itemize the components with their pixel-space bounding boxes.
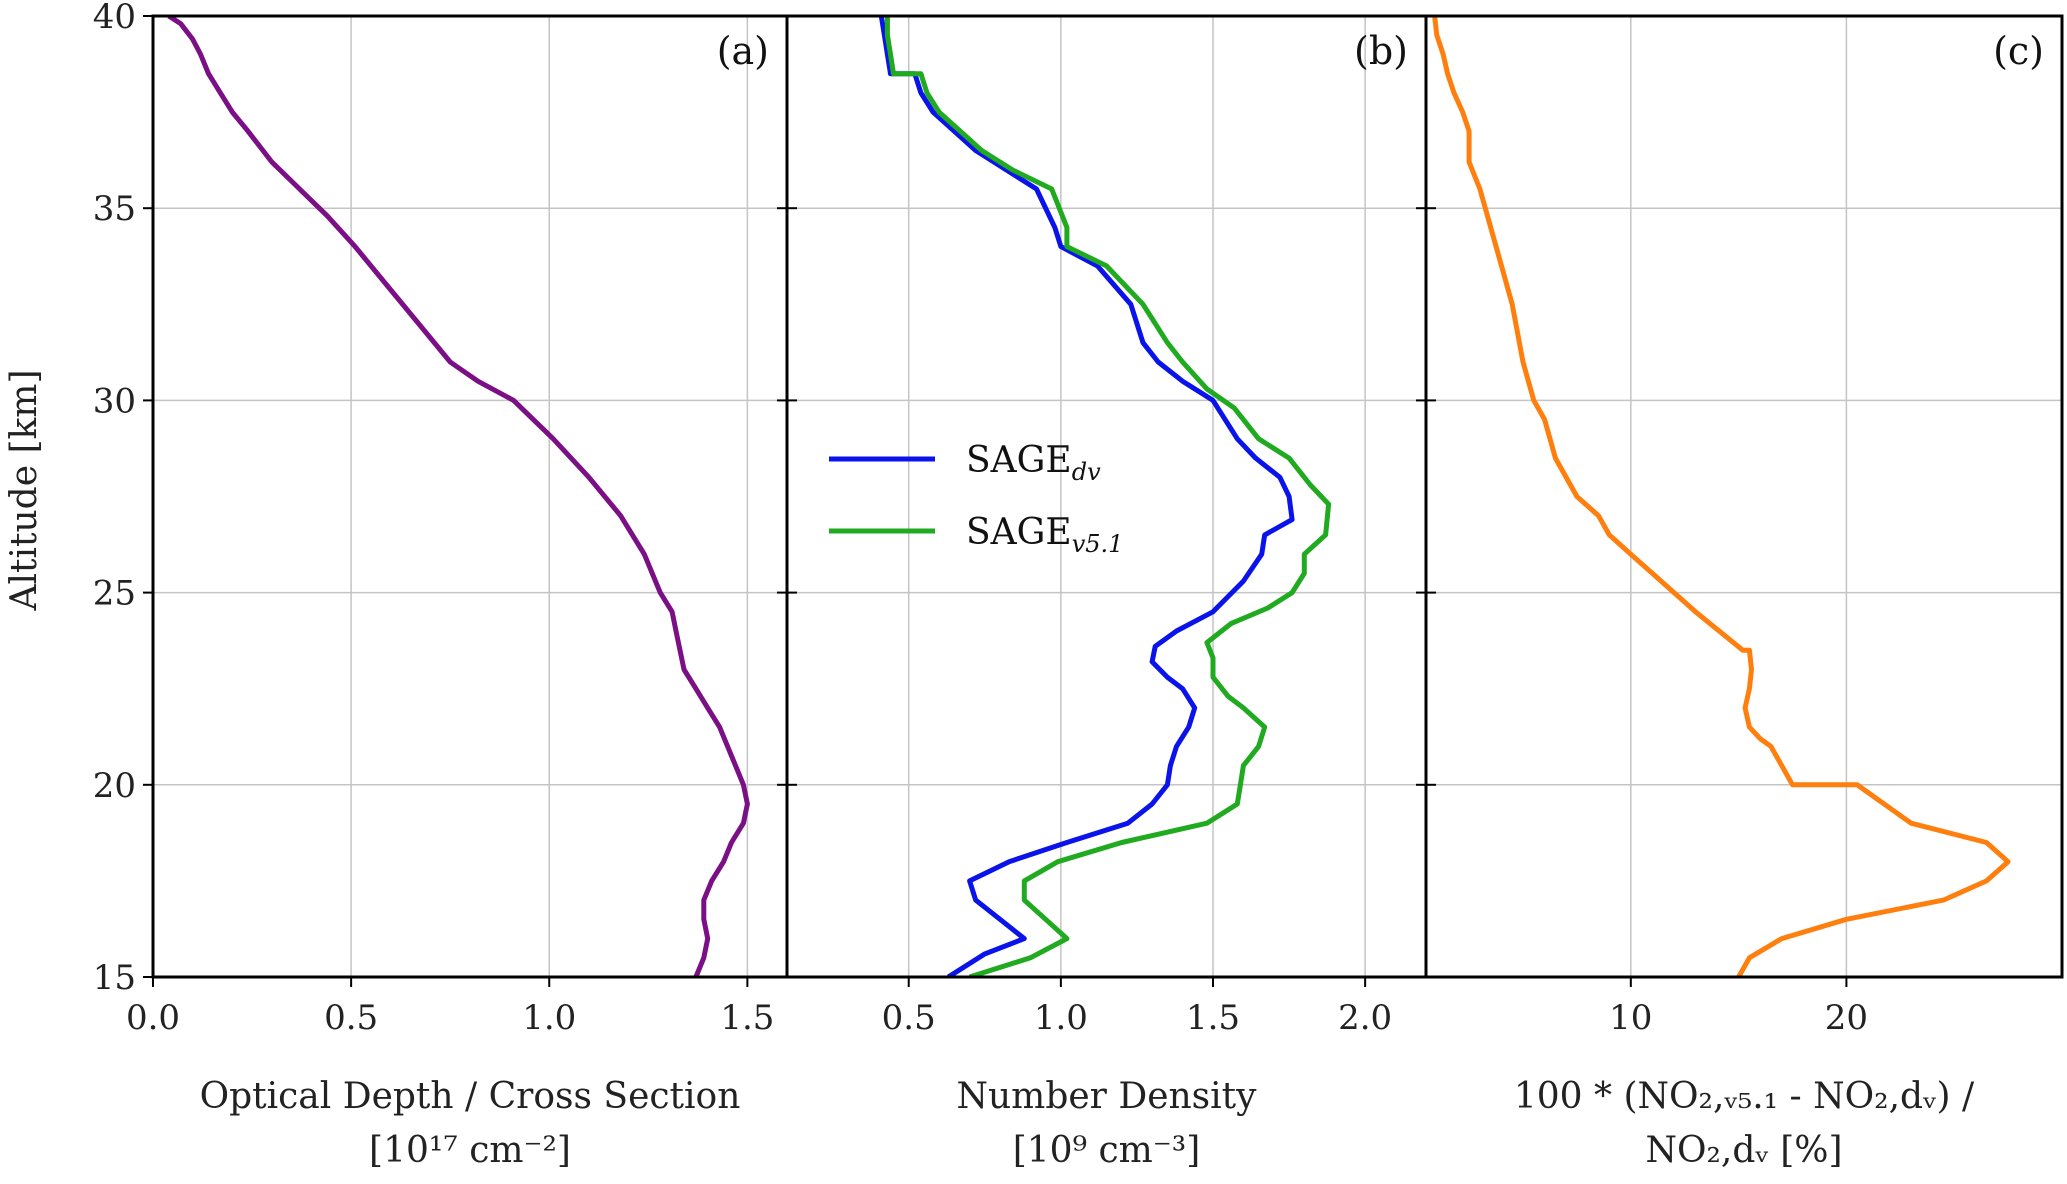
panel-b-grid (787, 16, 1426, 977)
panel-c-xtick-label: 20 (1825, 998, 1868, 1038)
ytick-label: 25 (93, 574, 136, 614)
panel-c-frame (1424, 14, 2064, 979)
y-axis-label: Altitude [km] (4, 370, 45, 612)
y-axis-ticks: 15 20 25 30 35 40 (93, 0, 136, 998)
ytick-label: 35 (93, 189, 136, 229)
panel-a-xtick-label: 1.5 (720, 998, 774, 1038)
panel-a-xlabel-line1: Optical Depth / Cross Section (200, 1076, 741, 1117)
panel-b-series-line-0 (878, 16, 1295, 977)
panel-a-xtick-label: 1.0 (522, 998, 576, 1038)
panel-c: 10 20 (c) 100 * (NO₂,ᵥ₅.₁ - NO₂,dᵥ) / NO₂… (1416, 14, 2064, 1171)
panel-b-label: (b) (1354, 29, 1408, 73)
panel-c-ticks: 10 20 (1416, 15, 1868, 1038)
panel-a-series (167, 16, 750, 977)
panel-c-label: (c) (1993, 29, 2044, 73)
panel-b-xlabel-line1: Number Density (957, 1076, 1258, 1117)
ytick-label: 40 (93, 0, 136, 37)
panel-a-series-line-0 (167, 16, 750, 977)
legend-label-sage-v51: SAGEv5.1 (966, 512, 1123, 558)
panel-a-xtick-label: 0.5 (324, 998, 378, 1038)
panel-a: 0.0 0.5 1.0 1.5 (a) Optical Depth / Cross S… (126, 14, 789, 1171)
panel-b: 0.5 1.0 1.5 2.0 (b) Number Density [10⁹ cm⁻… (777, 14, 1428, 1171)
panel-b-frame (785, 14, 1428, 979)
panel-b-xtick-label: 2.0 (1338, 998, 1392, 1038)
panel-a-xlabel-line2: [10¹⁷ cm⁻²] (369, 1130, 571, 1171)
panel-a-ticks: 0.0 0.5 1.0 1.5 (126, 15, 774, 1038)
panel-c-series-line-0 (1432, 16, 2011, 977)
panel-c-series (1432, 16, 2011, 977)
legend: SAGEdv SAGEv5.1 (829, 440, 1123, 558)
panel-b-xtick-label: 0.5 (882, 998, 936, 1038)
panel-a-label: (a) (717, 29, 769, 73)
panel-c-xtick-label: 10 (1609, 998, 1652, 1038)
legend-label-sage-dv: SAGEdv (966, 440, 1101, 486)
panel-b-xlabel-line2: [10⁹ cm⁻³] (1013, 1130, 1201, 1171)
panel-a-xtick-label: 0.0 (126, 998, 180, 1038)
panel-b-ticks: 0.5 1.0 1.5 2.0 (777, 15, 1392, 1038)
panel-a-frame (151, 14, 789, 979)
panel-b-series-line-1 (884, 16, 1332, 977)
panel-a-grid (153, 16, 787, 977)
panel-c-grid (1426, 16, 2062, 977)
panel-b-xtick-label: 1.0 (1034, 998, 1088, 1038)
panel-b-series (878, 16, 1332, 977)
ytick-label: 15 (93, 958, 136, 998)
ytick-label: 20 (93, 766, 136, 806)
ytick-label: 30 (93, 381, 136, 421)
panel-c-xlabel-line2: NO₂,dᵥ [%] (1645, 1130, 1842, 1171)
panel-c-xlabel-line1: 100 * (NO₂,ᵥ₅.₁ - NO₂,dᵥ) / (1514, 1076, 1975, 1117)
panel-b-xtick-label: 1.5 (1186, 998, 1240, 1038)
